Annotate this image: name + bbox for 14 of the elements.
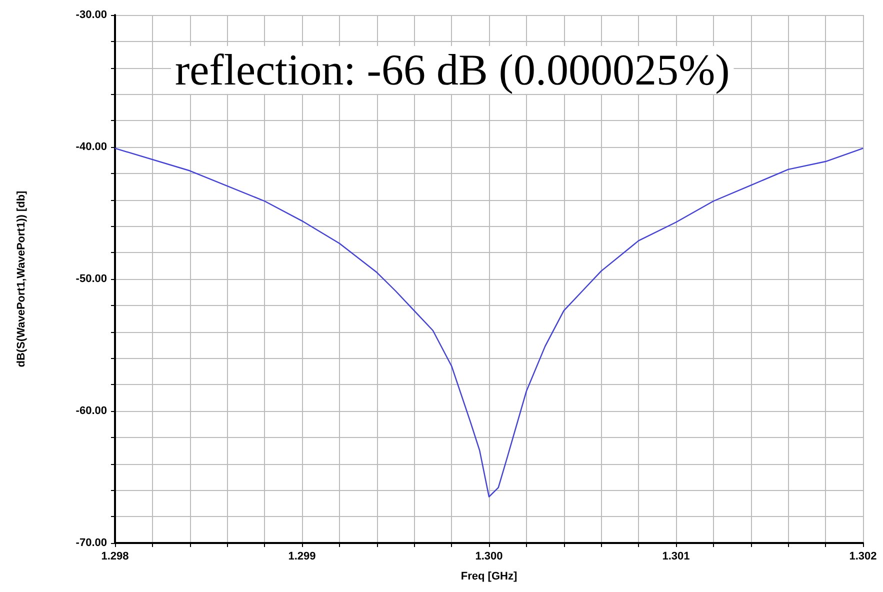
annotation: reflection: -66 dB (0.000025%) (175, 46, 730, 94)
x-tick-label: 1.299 (288, 550, 316, 562)
y-tick-label: -40.00 (76, 141, 107, 153)
x-tick-label: 1.300 (475, 550, 503, 562)
x-tick-label: 1.302 (849, 550, 877, 562)
y-tick-label: -30.00 (76, 9, 107, 21)
x-tick-label: 1.301 (662, 550, 690, 562)
y-axis-title: dB(S(WavePort1,WavePort1)) [db] (16, 190, 28, 368)
x-axis-title: Freq [GHz] (460, 570, 518, 582)
y-tick-label: -50.00 (76, 273, 107, 285)
y-tick-label: -60.00 (76, 405, 107, 417)
y-tick-label: -70.00 (76, 537, 107, 549)
line-series (114, 148, 864, 498)
x-tick-label: 1.298 (101, 550, 129, 562)
